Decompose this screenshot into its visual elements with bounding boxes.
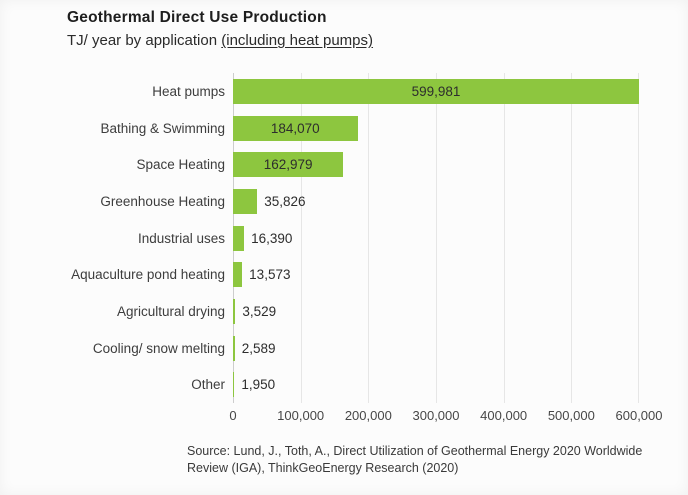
bar-aquaculture-pond-heating	[233, 262, 243, 288]
value-label-aquaculture-pond-heating: 13,573	[249, 267, 291, 283]
bar-row-greenhouse-heating: Greenhouse Heating 35,826	[0, 183, 688, 220]
value-label-bathing-swimming: 184,070	[270, 120, 320, 136]
chart-header: Geothermal Direct Use Production TJ/ yea…	[67, 9, 373, 49]
bar-track: 599,981	[233, 78, 639, 104]
source-line-1: Source: Lund, J., Toth, A., Direct Utili…	[187, 444, 643, 458]
category-label-aquaculture-pond-heating: Aquaculture pond heating	[71, 267, 225, 283]
value-label-other: 1,950	[241, 377, 276, 393]
subtitle-prefix: TJ/ year by application	[67, 32, 222, 49]
bar-industrial-uses	[233, 225, 245, 251]
x-tick-label-500,000: 500,000	[547, 408, 595, 423]
bar-track: 16,390	[233, 225, 639, 251]
value-label-cooling-snow-melting: 2,589	[241, 340, 276, 356]
chart-title: Geothermal Direct Use Production	[67, 9, 327, 26]
x-tick-label-200,000: 200,000	[344, 408, 392, 423]
value-label-space-heating: 162,979	[263, 157, 313, 173]
bar-track: 184,070	[233, 115, 639, 141]
category-label-agricultural-drying: Agricultural drying	[116, 303, 225, 319]
gridline-600,000	[638, 73, 639, 403]
bar-track: 13,573	[233, 262, 639, 288]
category-label-industrial-uses: Industrial uses	[137, 230, 225, 246]
gridline-300,000	[436, 73, 437, 403]
category-label-cooling-snow-melting: Cooling/ snow melting	[92, 340, 225, 356]
bar-row-cooling-snow-melting: Cooling/ snow melting 2,589	[0, 330, 688, 367]
bar-greenhouse-heating	[233, 188, 258, 214]
bar-track: 35,826	[233, 188, 639, 214]
x-tick-label-600,000: 600,000	[615, 408, 663, 423]
bar-track: 162,979	[233, 152, 639, 178]
bar-row-heat-pumps: Heat pumps 599,981	[0, 73, 688, 110]
bar-row-aquaculture-pond-heating: Aquaculture pond heating 13,573	[0, 256, 688, 293]
value-label-heat-pumps: 599,981	[411, 83, 461, 99]
value-label-greenhouse-heating: 35,826	[264, 193, 306, 209]
bar-agricultural-drying	[233, 298, 236, 324]
bar-row-bathing-swimming: Bathing & Swimming 184,070	[0, 110, 688, 147]
bar-other	[233, 372, 235, 398]
gridline-100,000	[300, 73, 302, 403]
x-tick-label-100,000: 100,000	[277, 408, 325, 423]
gridline-200,000	[368, 73, 370, 403]
bar-row-other: Other 1,950	[0, 366, 688, 403]
bar-space-heating	[233, 152, 344, 178]
chart-subtitle: TJ/ year by application (including heat …	[67, 32, 373, 49]
source-note: Source: Lund, J., Toth, A., Direct Utili…	[187, 443, 642, 477]
subtitle-underlined: (including heat pumps)	[221, 32, 374, 49]
bar-row-agricultural-drying: Agricultural drying 3,529	[0, 293, 688, 330]
category-label-greenhouse-heating: Greenhouse Heating	[100, 193, 225, 209]
bar-heat-pumps	[233, 78, 639, 104]
bar-row-space-heating: Space Heating 162,979	[0, 146, 688, 183]
bar-cooling-snow-melting	[233, 335, 235, 361]
value-label-agricultural-drying: 3,529	[242, 303, 277, 319]
gridline-500,000	[571, 73, 573, 403]
source-line-2: Review (IGA), ThinkGeoEnergy Research (2…	[187, 461, 459, 475]
bar-track: 1,950	[233, 372, 639, 398]
x-tick-label-300,000: 300,000	[412, 408, 460, 423]
category-label-space-heating: Space Heating	[136, 157, 225, 173]
category-label-other: Other	[191, 377, 225, 393]
bar-bathing-swimming	[233, 115, 358, 141]
x-tick-label-0: 0	[229, 408, 237, 423]
bar-rows: Heat pumps 599,981 Bathing & Swimming 184,0…	[0, 73, 688, 403]
x-axis: 0 100,000 200,000 300,000 400,000 500,000 600,…	[229, 408, 662, 428]
category-label-heat-pumps: Heat pumps	[152, 83, 225, 99]
category-label-bathing-swimming: Bathing & Swimming	[100, 120, 225, 136]
bar-track: 2,589	[233, 335, 639, 361]
value-label-industrial-uses: 16,390	[251, 230, 293, 246]
bar-row-industrial-uses: Industrial uses 16,390	[0, 220, 688, 257]
bar-track: 3,529	[233, 298, 639, 324]
gridline-400,000	[503, 73, 505, 403]
x-tick-label-400,000: 400,000	[480, 408, 528, 423]
